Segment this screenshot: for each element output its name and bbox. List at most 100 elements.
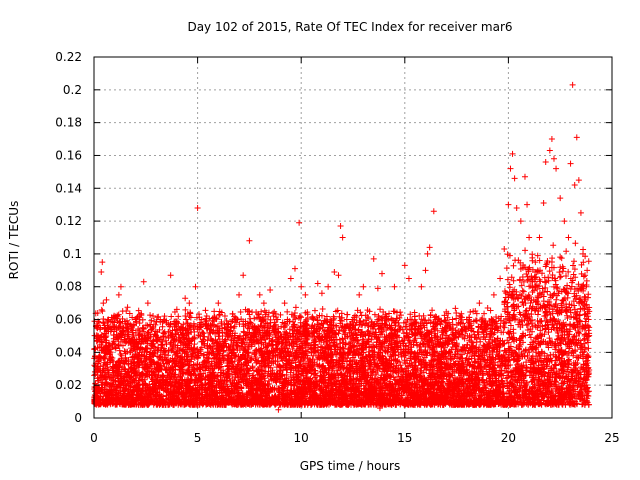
data-point (501, 245, 508, 252)
data-point (548, 136, 555, 143)
data-point (140, 278, 147, 285)
data-point (573, 134, 580, 141)
dense-point (551, 303, 558, 310)
dense-point (289, 345, 296, 352)
data-point (540, 200, 547, 207)
data-point (100, 300, 107, 307)
data-point (536, 234, 543, 241)
dense-point (504, 276, 511, 283)
dense-point (528, 273, 535, 280)
dense-point (310, 352, 317, 359)
data-point (582, 272, 589, 279)
dense-point (169, 355, 176, 362)
dense-point (570, 258, 577, 265)
dense-point (519, 287, 526, 294)
dense-point (182, 306, 189, 313)
data-point (246, 237, 253, 244)
data-point (314, 280, 321, 287)
data-point (335, 272, 342, 279)
data-point (490, 291, 497, 298)
data-point (117, 283, 124, 290)
data-point (405, 275, 412, 282)
data-point (194, 204, 201, 211)
dense-point (399, 326, 406, 333)
data-point (575, 177, 582, 184)
dense-point (536, 257, 543, 264)
data-point (298, 283, 305, 290)
data-point (115, 291, 122, 298)
dense-point (453, 315, 460, 322)
dense-point (549, 271, 556, 278)
data-point (550, 155, 557, 162)
dense-point (434, 327, 441, 334)
dense-point (202, 307, 209, 314)
data-point (215, 300, 222, 307)
data-point (521, 173, 528, 180)
dense-point (284, 308, 291, 315)
data-point (401, 262, 408, 269)
dense-point (423, 320, 430, 327)
dense-point (393, 309, 400, 316)
dense-point (269, 310, 276, 317)
data-point (424, 250, 431, 257)
dense-point (553, 296, 560, 303)
data-point (337, 223, 344, 230)
dense-point (179, 326, 186, 333)
data-point (497, 275, 504, 282)
dense-point (319, 324, 326, 331)
data-point (426, 244, 433, 251)
data-point (182, 295, 189, 302)
dense-point (124, 304, 131, 311)
dense-point (531, 287, 538, 294)
dense-point (377, 306, 384, 313)
data-point (374, 285, 381, 292)
dense-point (191, 341, 198, 348)
dense-point (300, 356, 307, 363)
dense-point (150, 313, 157, 320)
dense-point (215, 312, 222, 319)
data-point (360, 283, 367, 290)
dense-point (520, 339, 527, 346)
data-point (561, 218, 568, 225)
data-point (526, 234, 533, 241)
dense-point (508, 274, 515, 281)
data-point (505, 201, 512, 208)
data-point (571, 181, 578, 188)
data-point (192, 283, 199, 290)
data-point (577, 209, 584, 216)
chart-title: Day 102 of 2015, Rate Of TEC Index for r… (187, 20, 512, 34)
data-point (430, 208, 437, 215)
data-point (507, 165, 514, 172)
dense-point (548, 259, 555, 266)
dense-point (482, 336, 489, 343)
dense-point (216, 336, 223, 343)
dense-point (99, 308, 106, 315)
dense-point (518, 282, 525, 289)
data-point (569, 81, 576, 88)
dense-point (523, 322, 530, 329)
data-point (211, 308, 218, 315)
data-point (260, 300, 267, 307)
dense-point (467, 309, 474, 316)
dense-point (135, 307, 142, 314)
data-point (391, 283, 398, 290)
data-point (356, 291, 363, 298)
data-point (584, 267, 591, 274)
data-point (99, 259, 106, 266)
data-point (513, 204, 520, 211)
data-point (103, 296, 110, 303)
data-point (236, 291, 243, 298)
dense-point (223, 317, 230, 324)
data-point (546, 147, 553, 154)
data-point (144, 300, 151, 307)
data-point (186, 300, 193, 307)
data-point (318, 290, 325, 297)
dense-point (292, 304, 299, 311)
data-point (557, 195, 564, 202)
dense-point (585, 345, 592, 352)
data-point (291, 265, 298, 272)
data-point (325, 283, 332, 290)
data-point (98, 268, 105, 275)
dense-point (528, 297, 535, 304)
